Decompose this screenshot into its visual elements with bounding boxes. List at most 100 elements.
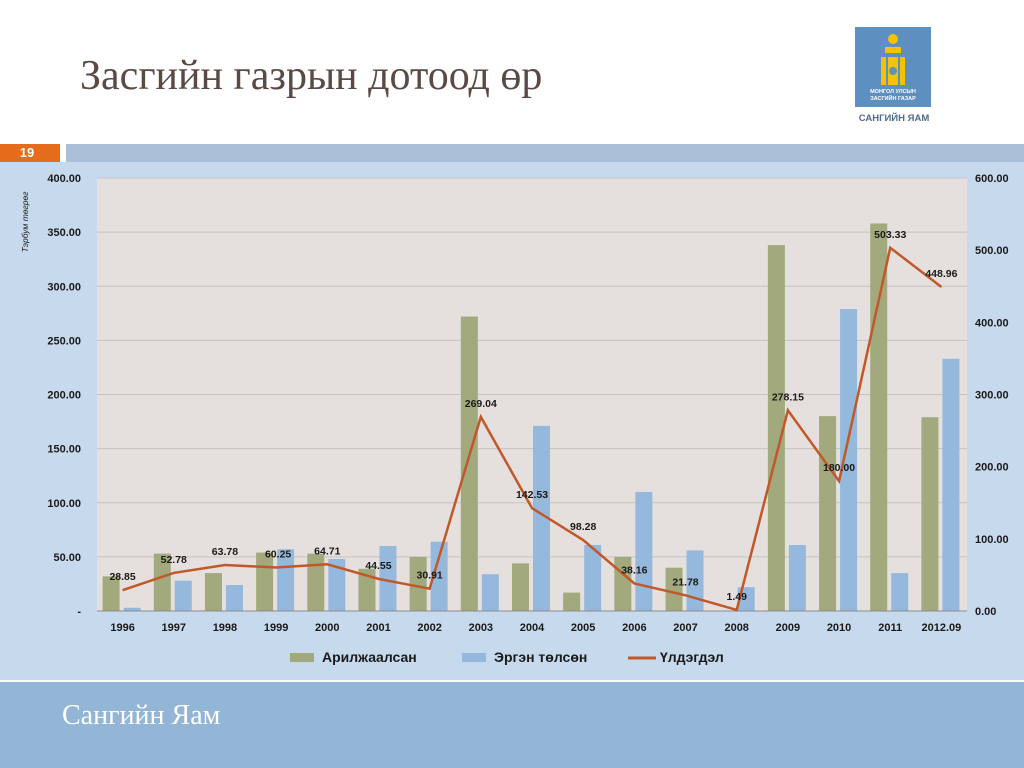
slide-title: Засгийн газрын дотоод өр xyxy=(80,53,543,99)
x-tick-label: 2007 xyxy=(673,622,697,634)
line-data-label: 30.91 xyxy=(417,570,443,582)
bar-ergen-tolson xyxy=(788,544,806,611)
y-tick-label: 350.00 xyxy=(47,227,81,239)
bar-ergen-tolson xyxy=(840,308,858,611)
header-band xyxy=(66,144,1024,162)
bar-ergen-tolson xyxy=(584,544,602,611)
x-tick-label: 2012.09 xyxy=(922,622,962,634)
x-tick-label: 2008 xyxy=(724,622,748,634)
bar-ergen-tolson xyxy=(123,607,141,611)
line-data-label: 64.71 xyxy=(314,545,340,557)
soyombo-icon: МОНГОЛ УЛСЫН ЗАСГИЙН ГАЗАР xyxy=(855,27,931,107)
government-emblem: МОНГОЛ УЛСЫН ЗАСГИЙН ГАЗАР xyxy=(855,27,931,107)
bar-ergen-tolson xyxy=(533,425,550,611)
bar-arilzhaalsan xyxy=(256,552,274,611)
bar-arilzhaalsan xyxy=(512,563,529,611)
y2-tick-label: 400.00 xyxy=(975,317,1009,329)
x-tick-label: 2006 xyxy=(622,622,646,634)
x-tick-label: 1996 xyxy=(110,622,134,634)
bar-ergen-tolson xyxy=(481,574,499,611)
slide-number: 19 xyxy=(19,145,35,160)
line-uldegdel xyxy=(122,245,943,612)
bar-arilzhaalsan xyxy=(204,573,222,611)
slide-number-band xyxy=(0,144,60,162)
line-data-label: 63.78 xyxy=(212,546,238,558)
bar-arilzhaalsan xyxy=(153,553,171,611)
x-tick-label: 2004 xyxy=(520,622,545,634)
x-tick-label: 2001 xyxy=(366,622,390,634)
bar-ergen-tolson xyxy=(379,546,397,611)
x-tick-label: 2009 xyxy=(776,622,800,634)
x-tick-label: 1997 xyxy=(162,622,186,634)
y-tick-label: 150.00 xyxy=(47,444,81,456)
footer-text: Сангийн Яам xyxy=(62,700,221,731)
bar-arilzhaalsan xyxy=(870,223,888,611)
bar-ergen-tolson xyxy=(430,541,448,611)
line-data-label: 38.16 xyxy=(621,564,647,576)
x-tick-label: 2010 xyxy=(827,622,851,634)
bar-ergen-tolson xyxy=(277,549,295,611)
x-tick-label: 2011 xyxy=(878,622,902,634)
bar-ergen-tolson xyxy=(891,573,909,611)
line-data-label: 278.15 xyxy=(772,391,804,403)
line-data-label: 98.28 xyxy=(570,521,596,533)
legend-ergen-tolson-label: Эргэн төлсөн xyxy=(494,649,587,665)
y-tick-label: 50.00 xyxy=(53,552,81,564)
legend-arilzhaalsan-swatch xyxy=(290,653,314,662)
bar-arilzhaalsan xyxy=(460,316,478,611)
bar-arilzhaalsan xyxy=(819,416,837,611)
line-data-label: 44.55 xyxy=(365,560,391,572)
emblem-text-2: ЗАСГИЙН ГАЗАР xyxy=(870,94,916,102)
legend-ergen-tolson-swatch xyxy=(462,653,486,662)
line-data-label: 52.78 xyxy=(161,554,187,566)
debt-chart: - 50.00 100.00 150.00 200.00 250.00 300.00 350.… xyxy=(20,173,1009,665)
ministry-caption: САНГИЙН ЯАМ xyxy=(858,113,930,124)
line-data-label: 503.33 xyxy=(874,229,906,241)
y2-tick-label: 100.00 xyxy=(975,534,1009,546)
y-tick-label: 400.00 xyxy=(47,173,81,185)
line-data-label: 60.25 xyxy=(265,549,291,561)
bar-ergen-tolson xyxy=(225,585,243,611)
line-data-label: 269.04 xyxy=(465,398,497,410)
y-tick-label: 300.00 xyxy=(47,281,81,293)
y-tick-label: 250.00 xyxy=(47,335,81,347)
bar-arilzhaalsan xyxy=(767,245,785,611)
footer-band xyxy=(0,682,1024,768)
legend-arilzhaalsan-label: Арилжаалсан xyxy=(322,649,417,665)
y2-tick-label: 200.00 xyxy=(975,462,1009,474)
bar-ergen-tolson xyxy=(635,491,653,611)
line-data-label: 1.49 xyxy=(726,591,747,603)
bar-arilzhaalsan xyxy=(665,567,683,611)
emblem-text-1: МОНГОЛ УЛСЫН xyxy=(870,89,916,95)
line-data-label: 21.78 xyxy=(672,576,698,588)
bar-arilzhaalsan xyxy=(921,417,939,611)
y2-tick-label: 0.00 xyxy=(975,606,996,618)
bar-arilzhaalsan xyxy=(358,568,376,611)
x-tick-label: 2005 xyxy=(571,622,595,634)
chart-area: - 50.00 100.00 150.00 200.00 250.00 300.00 350.… xyxy=(0,162,1024,680)
bar-ergen-tolson xyxy=(174,580,192,611)
y2-tick-label: 500.00 xyxy=(975,245,1009,257)
bar-arilzhaalsan xyxy=(409,556,427,611)
x-tick-label: 2002 xyxy=(417,622,441,634)
x-tick-label: 1999 xyxy=(264,622,288,634)
y-tick-label: 200.00 xyxy=(47,390,81,402)
bar-arilzhaalsan xyxy=(563,592,581,611)
y2-tick-label: 300.00 xyxy=(975,390,1009,402)
y-tick-label: 100.00 xyxy=(47,498,81,510)
x-tick-label: 2000 xyxy=(315,622,339,634)
y-tick-label: - xyxy=(77,606,81,618)
y-axis-label: Тэрбум төгрөг xyxy=(20,192,30,253)
line-data-label: 142.53 xyxy=(516,489,548,501)
bar-ergen-tolson xyxy=(328,559,346,611)
legend-uldegdel-label: Үлдэгдэл xyxy=(660,649,724,665)
x-tick-label: 1998 xyxy=(213,622,237,634)
bar-arilzhaalsan xyxy=(102,576,120,611)
line-data-label: 28.85 xyxy=(109,571,135,583)
x-tick-label: 2003 xyxy=(469,622,493,634)
line-data-label: 180.00 xyxy=(823,462,855,474)
y2-tick-label: 600.00 xyxy=(975,173,1009,185)
bar-ergen-tolson xyxy=(942,358,960,611)
line-data-label: 448.96 xyxy=(925,268,957,280)
bar-arilzhaalsan xyxy=(307,553,325,611)
